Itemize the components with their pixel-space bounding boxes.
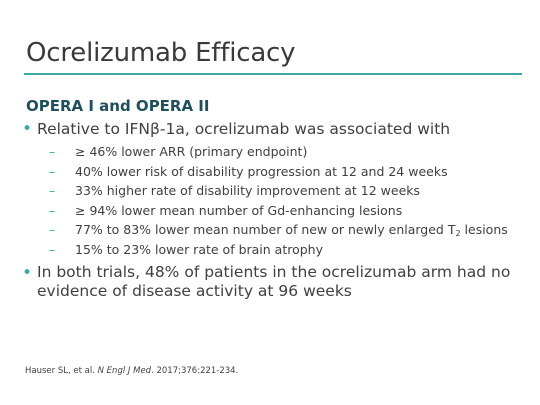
sub-bullet-text: 77% to 83% lower mean number of new or n… — [75, 222, 456, 238]
sub-bullet-item: – 33% higher rate of disability improvem… — [22, 181, 522, 201]
dash-glyph: – — [49, 241, 56, 257]
citation-authors: Hauser SL, et al. — [25, 366, 98, 376]
citation-details: . 2017;376:221-234. — [151, 366, 239, 376]
dash-glyph: – — [49, 222, 56, 238]
sub-bullet-text: ≥ 46% lower ARR (primary endpoint) — [75, 144, 308, 159]
sub-bullet-item: – 77% to 83% lower mean number of new or… — [22, 220, 522, 240]
sub-bullet-item: – 40% lower risk of disability progressi… — [22, 162, 522, 182]
sub-bullet-text: ≥ 94% lower mean number of Gd-enhancing … — [75, 202, 403, 218]
sub-bullet-text: 40% lower risk of disability progression… — [75, 163, 448, 179]
bullet-text: Relative to IFNβ-1a, ocrelizumab was ass… — [37, 120, 451, 138]
sub-bullet-list: – ≥ 46% lower ARR (primary endpoint) – 4… — [22, 142, 522, 260]
sub-bullet-text: 15% to 23% lower rate of brain atrophy — [75, 241, 323, 257]
sub-bullet-text: 33% higher rate of disability improvemen… — [75, 183, 421, 199]
bullet-list: • Relative to IFNβ-1a, ocrelizumab was a… — [22, 119, 522, 301]
sub-bullet-item: – 15% to 23% lower rate of brain atrophy — [22, 240, 522, 260]
sub-bullet-item: – ≥ 46% lower ARR (primary endpoint) — [22, 142, 522, 162]
subheading: OPERA I and OPERA II — [26, 97, 210, 115]
sub-bullet-text-suffix: lesions — [460, 222, 508, 238]
dash-glyph: – — [49, 144, 56, 159]
dash-glyph: – — [49, 202, 56, 218]
reference-citation: Hauser SL, et al. N Engl J Med. 2017;376… — [25, 366, 238, 376]
slide-title: Ocrelizumab Efficacy — [26, 38, 296, 68]
title-divider — [24, 73, 522, 75]
citation-journal: N Engl J Med — [97, 366, 152, 376]
dash-glyph: – — [49, 163, 56, 179]
bullet-item: • Relative to IFNβ-1a, ocrelizumab was a… — [22, 119, 522, 139]
bullet-glyph: • — [22, 262, 33, 283]
sub-bullet-item: – ≥ 94% lower mean number of Gd-enhancin… — [22, 201, 522, 221]
bullet-glyph: • — [22, 119, 33, 139]
bullet-text: In both trials, 48% of patients in the o… — [37, 262, 511, 300]
dash-glyph: – — [49, 183, 56, 199]
subscript-2: 2 — [455, 229, 461, 239]
bullet-item: • In both trials, 48% of patients in the… — [22, 263, 522, 301]
